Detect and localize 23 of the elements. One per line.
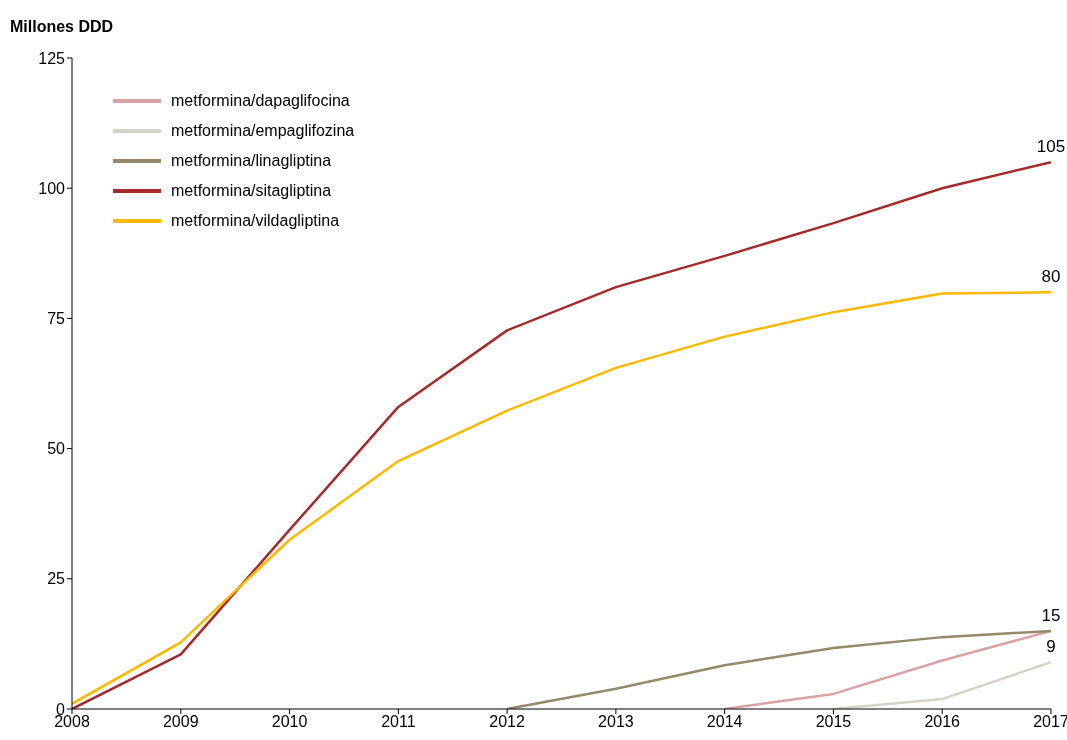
y-tick-label: 50: [47, 440, 66, 458]
data-label: 15: [1041, 605, 1061, 625]
y-tick-label: 100: [38, 179, 66, 197]
legend-label: metformina/sitagliptina: [171, 176, 332, 206]
legend-label: metformina/empaglifozina: [171, 116, 355, 146]
x-tick-label: 2014: [706, 713, 743, 731]
x-tick-label: 2016: [924, 713, 961, 731]
y-tick-label: 125: [38, 49, 66, 67]
legend-label: metformina/vildagliptina: [171, 206, 340, 236]
legend-label: metformina/dapaglifocina: [171, 86, 350, 116]
y-tick-label: 25: [47, 570, 66, 588]
legend-label: metformina/linagliptina: [171, 146, 332, 176]
x-tick-label: 2009: [162, 713, 199, 731]
x-tick-label: 2013: [598, 713, 634, 731]
data-label: 105: [1036, 137, 1066, 157]
x-tick-label: 2015: [815, 713, 852, 731]
data-label: 80: [1041, 267, 1061, 287]
x-tick-label: 2011: [381, 713, 416, 731]
x-tick-label: 2012: [489, 713, 526, 731]
y-axis-title: Millones DDD: [10, 18, 114, 36]
data-label: 9: [1046, 637, 1056, 657]
x-tick-label: 2010: [271, 713, 308, 731]
y-tick-label: 75: [47, 310, 66, 328]
